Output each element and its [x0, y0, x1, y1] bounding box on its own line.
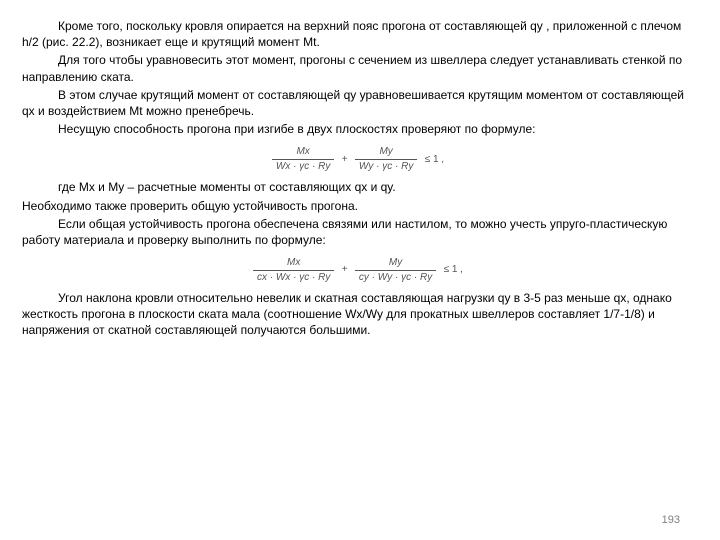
- formula1-term1-num: Mx: [272, 145, 334, 160]
- formula2-term2-num: My: [355, 256, 436, 271]
- formula1-plus: +: [338, 153, 352, 167]
- formula1-term2-den: Wy · γc · Ry: [355, 160, 417, 174]
- formula2-plus: +: [338, 263, 352, 277]
- formula-1: Mx Wx · γc · Ry + My Wy · γc · Ry ≤ 1 ,: [22, 139, 698, 179]
- paragraph-6: Необходимо также проверить общую устойчи…: [22, 198, 698, 214]
- paragraph-5: где Mx и My – расчетные моменты от соста…: [22, 179, 698, 195]
- formula2-term1-den: cx · Wx · γc · Ry: [253, 271, 334, 285]
- paragraph-1: Кроме того, поскольку кровля опирается н…: [22, 18, 698, 50]
- paragraph-4: Несущую способность прогона при изгибе в…: [22, 121, 698, 137]
- formula1-rel: ≤ 1 ,: [421, 153, 448, 167]
- formula2-term2: My cy · Wy · γc · Ry: [355, 256, 436, 284]
- paragraph-8: Угол наклона кровли относительно невелик…: [22, 290, 698, 339]
- paragraph-7: Если общая устойчивость прогона обеспече…: [22, 216, 698, 248]
- formula2-rel: ≤ 1 ,: [440, 263, 467, 277]
- formula2-term1: Mx cx · Wx · γc · Ry: [253, 256, 334, 284]
- formula2-term2-den: cy · Wy · γc · Ry: [355, 271, 436, 285]
- page-number: 193: [662, 514, 680, 526]
- formula1-term2: My Wy · γc · Ry: [355, 145, 417, 173]
- formula1-term2-num: My: [355, 145, 417, 160]
- paragraph-2: Для того чтобы уравновесить этот момент,…: [22, 52, 698, 84]
- formula-2: Mx cx · Wx · γc · Ry + My cy · Wy · γc ·…: [22, 250, 698, 290]
- formula2-term1-num: Mx: [253, 256, 334, 271]
- formula1-term1-den: Wx · γc · Ry: [272, 160, 334, 174]
- formula1-term1: Mx Wx · γc · Ry: [272, 145, 334, 173]
- paragraph-3: В этом случае крутящий момент от составл…: [22, 87, 698, 119]
- page-content: Кроме того, поскольку кровля опирается н…: [0, 0, 720, 339]
